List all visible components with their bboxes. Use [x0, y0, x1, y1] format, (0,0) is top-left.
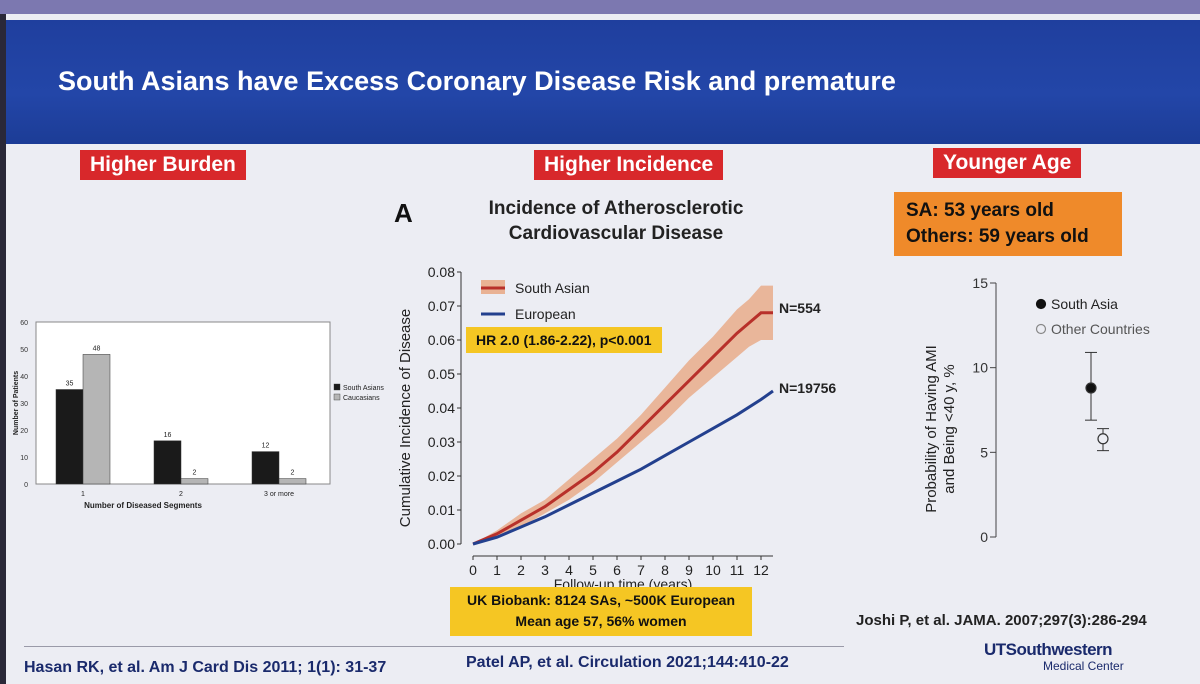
panel-label: A: [394, 198, 413, 228]
bar-y-tick-label: 50: [20, 347, 28, 354]
line-chart-title-1: Incidence of Atherosclerotic: [488, 198, 744, 219]
line-chart-title-2: Cardiovascular Disease: [508, 223, 724, 244]
section-label-burden: Higher Burden: [80, 150, 246, 180]
line-x-tick-label: 4: [565, 562, 573, 578]
line-y-tick-label: 0.03: [428, 434, 455, 450]
bar-y-tick-label: 30: [20, 401, 28, 408]
bar-y-tick-label: 10: [20, 455, 28, 462]
line-south-asian: [472, 311, 773, 546]
line-y-tick-label: 0.08: [428, 264, 455, 280]
bar-y-tick-label: 60: [20, 320, 28, 327]
bar-y-tick-label: 20: [20, 428, 28, 435]
bar-x-tick-label: 1: [81, 491, 85, 498]
bar-y-axis-label: Number of Patients: [13, 371, 20, 435]
line-x-tick-label: 11: [730, 562, 745, 578]
bar-legend-swatch: [333, 383, 341, 391]
line-y-tick-label: 0.06: [428, 332, 455, 348]
section-label-age: Younger Age: [933, 148, 1082, 178]
title-banner: [6, 20, 1200, 144]
age-legend-label: South Asia: [1051, 296, 1118, 312]
line-x-tick-label: 6: [613, 562, 621, 578]
line-legend-label: South Asian: [515, 280, 590, 296]
age-y-label-line2: and Being <40 y, %: [941, 364, 958, 493]
line-x-tick-label: 5: [589, 562, 597, 578]
bar-value-label: 2: [193, 470, 197, 477]
age-y-tick-label: 5: [980, 444, 988, 460]
line-x-tick-label: 3: [541, 562, 549, 578]
citation-middle: Patel AP, et al. Circulation 2021;144:41…: [466, 654, 789, 671]
bar-caucasians: [82, 354, 111, 485]
line-end-label: N=19756: [779, 380, 836, 396]
south-asian-ci-band: [473, 285, 773, 544]
bar-x-tick-label: 2: [179, 491, 183, 498]
age-legend-label: Other Countries: [1051, 321, 1150, 337]
section-label-incidence: Higher Incidence: [534, 150, 724, 180]
line-y-tick-label: 0.04: [428, 400, 455, 416]
line-chart-title: Incidence of Atherosclerotic Cardiovascu…: [466, 196, 766, 246]
age-y-tick-label: 15: [972, 275, 988, 291]
citation-right: Joshi P, et al. JAMA. 2007;297(3):286-29…: [856, 612, 1147, 629]
bar-legend-label: Caucasians: [343, 395, 380, 402]
slide: South Asians have Excess Coronary Diseas…: [6, 14, 1200, 684]
bar-legend-swatch: [333, 393, 341, 401]
logo-sub: Medical Center: [1043, 659, 1124, 673]
line-european: [472, 389, 774, 546]
age-y-label-line1: Probability of Having AMI: [923, 345, 940, 513]
line-y-axis-label: Cumulative Incidence of Disease: [397, 309, 414, 527]
line-y-tick-label: 0.02: [428, 468, 455, 484]
bar-value-label: 16: [164, 432, 172, 439]
line-y-tick-label: 0.00: [428, 536, 455, 552]
age-legend-marker: [1035, 298, 1047, 310]
line-x-tick-label: 0: [469, 562, 477, 578]
age-point-other-countries: [1097, 433, 1109, 445]
bar-value-label: 48: [93, 345, 101, 352]
line-chart: 0.000.010.020.030.040.050.060.070.080 1 2 3…: [397, 264, 836, 592]
line-legend-label: European: [515, 306, 576, 322]
ukbiobank-note-2: Mean age 57, 56% women: [515, 613, 687, 629]
bar-x-axis-label: Number of Diseased Segments: [84, 501, 202, 510]
age-point-south-asia: [1085, 382, 1097, 394]
bar-south-asians: [153, 440, 182, 485]
line-x-tick-label: 7: [637, 562, 645, 578]
bar-south-asians: [55, 389, 84, 485]
age-chart: 0 5 10 15 Probability of Having AMI and Being…: [923, 275, 1150, 545]
slide-title: South Asians have Excess Coronary Diseas…: [58, 66, 896, 96]
bar-caucasians: [180, 478, 209, 485]
bar-y-tick-label: 40: [20, 374, 28, 381]
bar-y-tick-label: 0: [24, 482, 28, 489]
line-y-tick-label: 0.07: [428, 298, 455, 314]
hr-annotation: HR 2.0 (1.86-2.22), p<0.001: [466, 327, 662, 353]
line-y-tick-label: 0.05: [428, 366, 455, 382]
age-box-others: Others: 59 years old: [906, 226, 1089, 247]
line-end-label: N=554: [779, 300, 821, 316]
bar-value-label: 12: [262, 443, 270, 450]
bar-value-label: 35: [66, 381, 74, 388]
line-x-tick-label: 2: [517, 562, 525, 578]
bar-legend-label: South Asians: [343, 385, 384, 392]
bar-chart: 0 10 20 30 40 50 60 Number of Patients 35 48 1 16 2 2…: [13, 320, 384, 510]
bar-value-label: 2: [291, 470, 295, 477]
ukbiobank-note: UK Biobank: 8124 SAs, ~500K European Mea…: [450, 587, 752, 636]
bar-caucasians: [278, 478, 307, 485]
bar-x-tick-label: 3 or more: [264, 491, 294, 498]
age-legend-marker: [1035, 323, 1047, 335]
ukbiobank-note-1: UK Biobank: 8124 SAs, ~500K European: [466, 592, 736, 608]
line-x-tick-label: 9: [685, 562, 693, 578]
line-x-tick-label: 10: [705, 562, 721, 578]
line-x-tick-label: 1: [493, 562, 501, 578]
line-y-tick-label: 0.01: [428, 502, 455, 518]
top-strip: [0, 0, 1200, 14]
age-y-tick-label: 10: [972, 360, 988, 376]
line-x-tick-label: 12: [753, 562, 769, 578]
footer-divider: [24, 646, 844, 647]
citation-left: Hasan RK, et al. Am J Card Dis 2011; 1(1…: [24, 659, 387, 676]
logo-name: UTSouthwestern: [984, 640, 1113, 659]
age-box: SA: 53 years old Others: 59 years old: [894, 192, 1122, 256]
age-box-sa: SA: 53 years old: [906, 200, 1054, 221]
line-x-tick-label: 8: [661, 562, 669, 578]
bar-south-asians: [251, 451, 280, 485]
age-y-tick-label: 0: [980, 529, 988, 545]
